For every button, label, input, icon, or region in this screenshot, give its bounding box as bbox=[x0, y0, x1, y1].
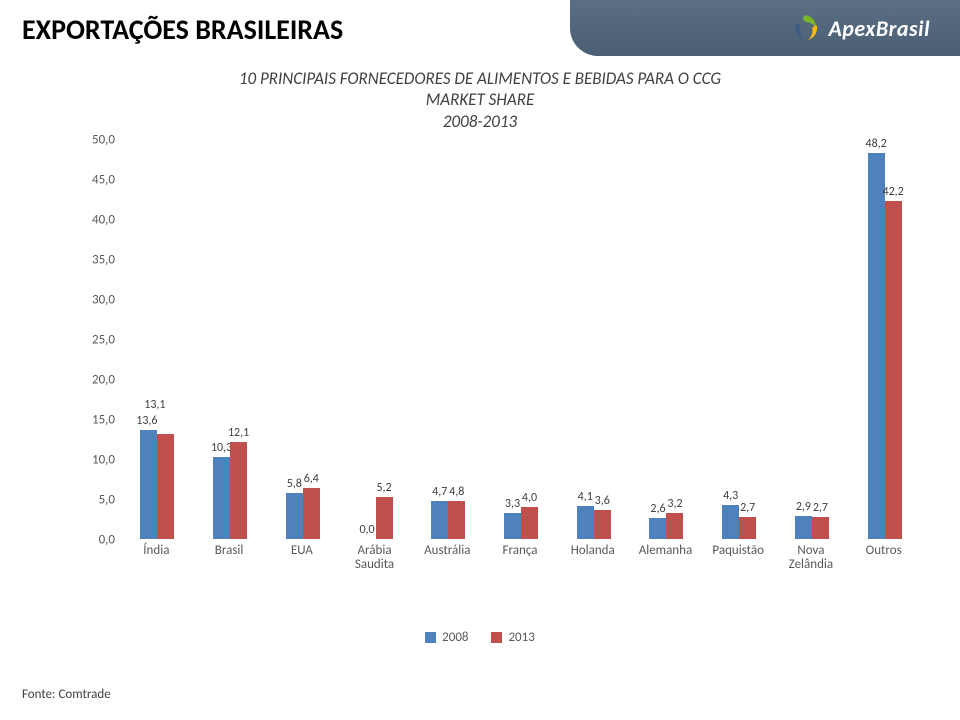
legend-item-2008: 2008 bbox=[425, 630, 468, 645]
bar-value-label: 4,1 bbox=[578, 490, 593, 504]
bar-value-label: 3,3 bbox=[505, 497, 520, 511]
bar-value-label: 5,8 bbox=[287, 477, 302, 491]
bar bbox=[157, 434, 174, 539]
bar bbox=[885, 201, 902, 539]
legend-swatch-2013 bbox=[491, 632, 502, 643]
bar-value-label: 12,1 bbox=[228, 426, 249, 440]
y-tick-label: 45,0 bbox=[81, 173, 115, 188]
legend-label-2013: 2013 bbox=[508, 630, 534, 645]
y-tick-label: 35,0 bbox=[81, 253, 115, 268]
legend-label-2008: 2008 bbox=[442, 630, 468, 645]
bar-value-label: 48,2 bbox=[866, 137, 887, 151]
bar bbox=[666, 513, 683, 539]
bar-value-label: 4,8 bbox=[449, 485, 464, 499]
bar bbox=[868, 153, 885, 539]
x-category-label: Alemanha bbox=[639, 544, 692, 558]
bar bbox=[722, 505, 739, 539]
legend-swatch-2008 bbox=[425, 632, 436, 643]
chart-plot: 0,05,010,015,020,025,030,035,040,045,050… bbox=[120, 140, 920, 540]
x-category-label: Brasil bbox=[215, 544, 244, 558]
bar-value-label: 2,7 bbox=[813, 501, 828, 515]
bar bbox=[140, 430, 157, 539]
bar-value-label: 4,3 bbox=[723, 489, 738, 503]
y-tick-label: 30,0 bbox=[81, 293, 115, 308]
bar-value-label: 42,2 bbox=[883, 185, 904, 199]
x-category-label: EUA bbox=[291, 544, 313, 558]
chart-title-line3: 2008-2013 bbox=[0, 111, 960, 132]
slide-page: ApexBrasil EXPORTAÇÕES BRASILEIRAS 10 PR… bbox=[0, 0, 960, 720]
bar-value-label: 0,0 bbox=[359, 523, 374, 537]
y-tick-label: 5,0 bbox=[81, 493, 115, 508]
y-tick-label: 40,0 bbox=[81, 213, 115, 228]
y-tick-label: 10,0 bbox=[81, 453, 115, 468]
bar-value-label: 5,2 bbox=[376, 481, 391, 495]
source-label: Fonte: Comtrade bbox=[22, 687, 111, 702]
bar-value-label: 2,6 bbox=[650, 502, 665, 516]
brand-logo: ApexBrasil bbox=[790, 12, 930, 44]
bar bbox=[286, 493, 303, 539]
chart-area: 0,05,010,015,020,025,030,035,040,045,050… bbox=[80, 140, 920, 570]
bar bbox=[230, 442, 247, 539]
y-tick-label: 20,0 bbox=[81, 373, 115, 388]
x-category-label: França bbox=[503, 544, 538, 558]
y-tick-label: 15,0 bbox=[81, 413, 115, 428]
bar bbox=[577, 506, 594, 539]
bar-value-label: 10,3 bbox=[211, 441, 232, 455]
bar bbox=[739, 517, 756, 539]
y-tick-label: 0,0 bbox=[81, 533, 115, 548]
header-bar: ApexBrasil bbox=[570, 0, 960, 56]
bar-value-label: 13,6 bbox=[136, 414, 157, 428]
bar-value-label: 4,7 bbox=[432, 485, 447, 499]
apex-logo-icon bbox=[790, 12, 822, 44]
bar-value-label: 2,9 bbox=[796, 500, 811, 514]
y-tick-label: 50,0 bbox=[81, 133, 115, 148]
x-category-label: Paquistão bbox=[712, 544, 764, 558]
bar bbox=[649, 518, 666, 539]
legend-item-2013: 2013 bbox=[491, 630, 534, 645]
bar bbox=[376, 497, 393, 539]
y-tick-label: 25,0 bbox=[81, 333, 115, 348]
bar-value-label: 2,7 bbox=[740, 501, 755, 515]
bar bbox=[812, 517, 829, 539]
bar bbox=[303, 488, 320, 539]
bar bbox=[504, 513, 521, 539]
bar bbox=[431, 501, 448, 539]
chart-title-line1: 10 PRINCIPAIS FORNECEDORES DE ALIMENTOS … bbox=[0, 68, 960, 89]
chart-title: 10 PRINCIPAIS FORNECEDORES DE ALIMENTOS … bbox=[0, 68, 960, 132]
x-category-label: Arábia Saudita bbox=[355, 544, 394, 573]
x-category-label: Outros bbox=[866, 544, 902, 558]
x-category-label: Índia bbox=[143, 544, 169, 558]
bar-value-label: 6,4 bbox=[304, 472, 319, 486]
bar-value-label: 4,0 bbox=[522, 491, 537, 505]
bar bbox=[521, 507, 538, 539]
bar bbox=[213, 457, 230, 539]
brand-name: ApexBrasil bbox=[828, 15, 930, 42]
bar-value-label: 3,6 bbox=[595, 494, 610, 508]
chart-legend: 2008 2013 bbox=[0, 630, 960, 647]
x-category-label: Austrália bbox=[424, 544, 470, 558]
bar-value-label: 3,2 bbox=[667, 497, 682, 511]
x-category-label: Nova Zelândia bbox=[789, 544, 833, 573]
x-category-label: Holanda bbox=[571, 544, 615, 558]
bar bbox=[795, 516, 812, 539]
bar bbox=[594, 510, 611, 539]
bar bbox=[448, 501, 465, 539]
chart-title-line2: MARKET SHARE bbox=[0, 89, 960, 110]
page-title: EXPORTAÇÕES BRASILEIRAS bbox=[22, 12, 343, 47]
bar-value-label: 13,1 bbox=[144, 398, 165, 412]
